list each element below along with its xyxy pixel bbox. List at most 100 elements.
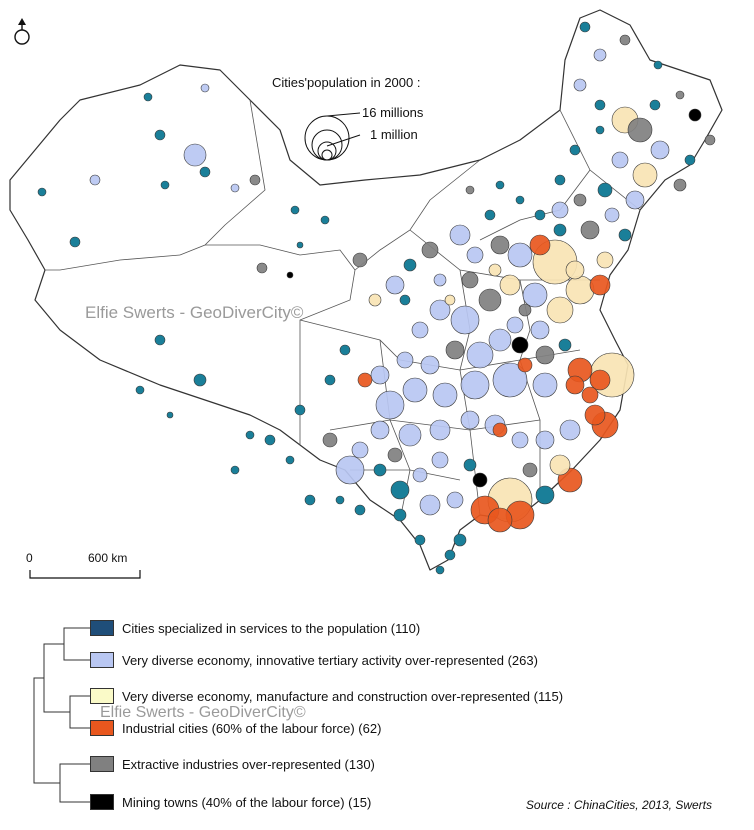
city-services [393,508,407,522]
city-services [649,99,661,111]
legend-label-mining: Mining towns (40% of the labour force) (… [122,794,372,810]
legend-item-extractive: Extractive industries over-represented (… [90,754,375,774]
city-diverse-manufacture [596,251,614,269]
population-legend: Cities'population in 2000 : 16 millions … [272,75,424,161]
city-diverse-tertiary [625,190,645,210]
scale-zero: 0 [26,551,33,565]
city-services [403,258,417,272]
city-services [294,404,306,416]
city-diverse-tertiary [511,431,529,449]
city-services [444,549,456,561]
source-note: Source : ChinaCities, 2013, Swerts [525,798,712,812]
city-extractive [352,252,368,268]
city-diverse-tertiary [449,224,471,246]
city-services [534,209,546,221]
city-diverse-tertiary [396,351,414,369]
city-services [594,99,606,111]
legend-dendrogram [33,627,90,803]
city-diverse-tertiary [551,201,569,219]
swatch-extractive [90,756,114,772]
city-extractive [627,117,653,143]
city-services [453,533,467,547]
city-extractive [573,193,587,207]
city-diverse-tertiary [370,365,390,385]
city-diverse-manufacture [565,260,585,280]
city-services [535,485,555,505]
city-diverse-tertiary [89,174,101,186]
city-diverse-tertiary [532,372,558,398]
city-services [569,144,581,156]
city-diverse-tertiary [522,282,548,308]
city-extractive [619,34,631,46]
legend-watermark: Elfie Swerts - GeoDiverCity© [100,704,306,721]
city-services [495,180,505,190]
city-diverse-tertiary [419,494,441,516]
city-diverse-manufacture [549,454,571,476]
legend-item-industrial: Industrial cities (60% of the labour for… [90,718,381,738]
city-mining [286,271,294,279]
legend-label-services: Cities specialized in services to the po… [122,620,421,636]
city-extractive [322,432,338,448]
city-diverse-tertiary [200,83,210,93]
city-extractive [673,178,687,192]
city-industrial [492,422,508,438]
city-diverse-tertiary [466,246,484,264]
city-extractive [704,134,716,146]
city-diverse-tertiary [433,273,447,287]
city-extractive [256,262,268,274]
city-diverse-tertiary [335,455,365,485]
legend-item-services: Cities specialized in services to the po… [90,618,420,638]
city-diverse-tertiary [488,328,512,352]
city-diverse-manufacture [546,296,574,324]
city-services [515,195,525,205]
china-city-map: Elfie Swerts - GeoDiverCity© Cities'popu… [9,9,723,579]
city-industrial [584,404,606,426]
city-services [553,223,567,237]
city-diverse-tertiary [375,390,405,420]
city-mining [511,336,529,354]
city-services [143,92,153,102]
city-diverse-tertiary [432,382,458,408]
city-industrial [357,372,373,388]
city-services [324,374,336,386]
city-services [373,463,387,477]
city-diverse-tertiary [429,299,451,321]
scale-bar: 0 600 km [26,551,141,579]
city-industrial [565,375,585,395]
city-services [160,180,170,190]
city-diverse-manufacture [488,263,502,277]
city-diverse-tertiary [506,316,524,334]
city-diverse-tertiary [370,420,390,440]
city-diverse-tertiary [402,377,428,403]
city-services [135,385,145,395]
city-diverse-tertiary [431,451,449,469]
city-services [484,209,496,221]
city-industrial [589,274,611,296]
city-diverse-manufacture [632,162,658,188]
country-outline [9,9,723,571]
city-diverse-tertiary [183,143,207,167]
city-diverse-tertiary [650,140,670,160]
city-diverse-tertiary [611,151,629,169]
city-extractive [421,241,439,259]
city-diverse-tertiary [450,305,480,335]
city-services [193,373,207,387]
city-diverse-tertiary [446,491,464,509]
city-diverse-tertiary [429,419,451,441]
city-mining [472,472,488,488]
swatch-diverse-manufacture [90,688,114,704]
city-extractive [387,447,403,463]
city-services [264,434,276,446]
city-services [285,455,295,465]
map-watermark: Elfie Swerts - GeoDiverCity© [85,303,304,322]
city-services [390,480,410,500]
legend-item-mining: Mining towns (40% of the labour force) (… [90,792,371,812]
city-extractive [465,185,475,195]
city-diverse-tertiary [535,430,555,450]
swatch-services [90,620,114,636]
city-industrial [581,386,599,404]
city-services [653,60,663,70]
city-services [684,154,696,166]
scale-distance: 600 km [88,551,127,565]
city-diverse-tertiary [420,355,440,375]
